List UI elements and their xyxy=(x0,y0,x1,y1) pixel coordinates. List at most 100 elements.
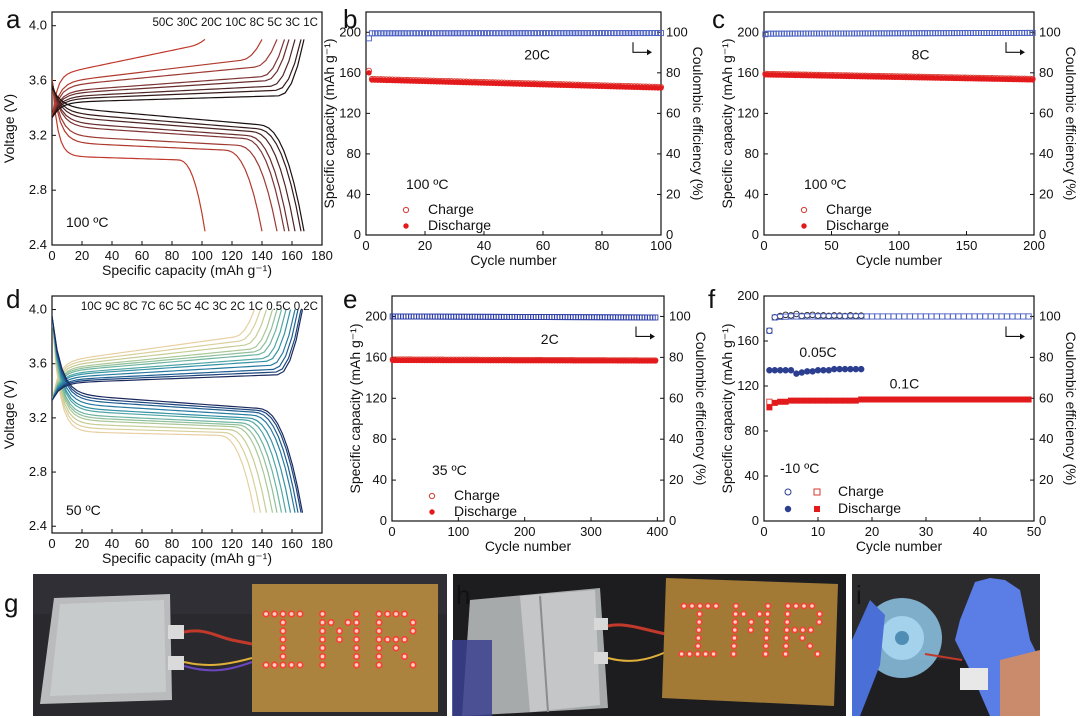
plot-frame-d xyxy=(51,295,323,534)
rates-legend: 10C 9C 8C 7C 6C 5C 4C 3C 2C 1C 0.5C 0.2C xyxy=(81,301,318,313)
point xyxy=(879,396,886,403)
point xyxy=(863,313,870,320)
point xyxy=(950,396,956,403)
panel-label-b: b xyxy=(343,4,357,34)
ce-point xyxy=(628,30,635,37)
point xyxy=(998,313,1005,320)
led-core xyxy=(411,620,415,625)
right-axis-arrow xyxy=(635,326,650,338)
y2-tick-label: 0 xyxy=(1039,513,1046,528)
point xyxy=(1020,313,1027,320)
led-core xyxy=(679,652,684,656)
ce-point xyxy=(534,30,541,37)
y2-tick-label: 60 xyxy=(1039,390,1053,405)
y2-tick-label: 80 xyxy=(1039,349,1053,364)
point xyxy=(939,396,946,403)
led-core xyxy=(281,629,285,633)
y-axis-label: Specific capacity (mAh g⁻¹) xyxy=(719,324,735,494)
ce-point xyxy=(548,30,555,37)
point xyxy=(1020,396,1027,403)
led-core xyxy=(731,652,736,656)
ce-point xyxy=(457,30,464,37)
led-core xyxy=(696,636,701,640)
point xyxy=(825,367,832,374)
ce-point xyxy=(492,30,499,37)
discharge-curve-0.2C xyxy=(52,316,304,513)
led-core xyxy=(411,629,415,633)
x-tick-label: 140 xyxy=(251,248,273,263)
led-core xyxy=(733,628,737,632)
series-charge-0-1c xyxy=(766,398,773,405)
discharge-curve-6C xyxy=(52,316,278,513)
rate-label-low: 0.05C xyxy=(799,344,836,360)
charge-curve-50C xyxy=(52,38,206,118)
point xyxy=(906,396,913,403)
x-tick-label: 80 xyxy=(595,238,609,253)
temperature-label: 100 ºC xyxy=(406,176,448,192)
y2-tick-label: 100 xyxy=(1039,24,1061,39)
led-core xyxy=(732,636,737,640)
y-tick-label: 160 xyxy=(365,349,387,364)
legend-discharge-marker xyxy=(403,223,409,229)
led-core xyxy=(766,604,770,608)
ce-point xyxy=(563,30,570,37)
wire-yellow xyxy=(183,657,253,666)
led-core xyxy=(298,612,302,616)
charge-curve-2C xyxy=(52,309,296,401)
series-coulombic-efficiency xyxy=(389,313,659,321)
photo-i: i xyxy=(852,574,1040,716)
point xyxy=(917,396,924,403)
y2-tick-label: 60 xyxy=(666,105,680,120)
curves-d xyxy=(52,309,304,513)
panel-d: 0 20 40 60 80 100 120 140 160 180 2.4 2.8 3.2 3.6 4.0 S… xyxy=(1,295,333,566)
led-core xyxy=(802,604,806,608)
ce-point xyxy=(643,30,650,37)
point xyxy=(771,399,778,406)
ce-point xyxy=(448,30,455,37)
panel-label-g: g xyxy=(4,588,18,618)
x-tick-label: 50 xyxy=(1027,524,1041,539)
led-core xyxy=(377,629,381,633)
point xyxy=(993,396,1000,403)
point xyxy=(885,313,892,320)
y2-tick-label: 60 xyxy=(1039,105,1053,120)
led-core xyxy=(402,654,407,659)
led-core xyxy=(703,652,708,656)
ce-point xyxy=(658,30,664,37)
ce-point xyxy=(413,30,420,37)
led-core xyxy=(337,629,342,633)
y2-axis-label: Coulombic efficiency (%) xyxy=(690,47,706,201)
discharge-curve-0.5C xyxy=(52,316,302,513)
ce-point xyxy=(463,30,470,37)
point xyxy=(825,397,832,404)
point xyxy=(982,396,989,403)
charge-curve-8C xyxy=(52,309,268,401)
y-tick-label: 4.0 xyxy=(29,18,47,33)
x-tick-label: 180 xyxy=(311,248,333,263)
led-core xyxy=(411,663,415,667)
led-core xyxy=(394,612,398,616)
led-core xyxy=(697,612,702,616)
point xyxy=(933,313,940,320)
ce-point xyxy=(486,30,493,37)
rate-label: 8C xyxy=(912,47,930,63)
plot-frame-b xyxy=(365,11,662,236)
led-core xyxy=(749,620,753,624)
ce-point xyxy=(495,30,502,37)
point xyxy=(890,396,897,403)
y-tick-label: 3.6 xyxy=(29,73,47,88)
point xyxy=(1025,396,1032,403)
discharge-curve-2C xyxy=(52,316,296,513)
ce-point xyxy=(519,30,526,37)
point xyxy=(766,327,773,335)
ce-point xyxy=(501,30,508,37)
led-core xyxy=(394,637,398,642)
x-tick-label: 300 xyxy=(580,524,602,539)
point xyxy=(793,370,800,377)
ce-point xyxy=(652,30,659,37)
ce-point xyxy=(366,35,372,42)
y-tick-label: 40 xyxy=(373,472,387,487)
x-tick-label: 0 xyxy=(760,238,767,253)
ce-point xyxy=(596,30,602,37)
led-core xyxy=(783,652,788,656)
